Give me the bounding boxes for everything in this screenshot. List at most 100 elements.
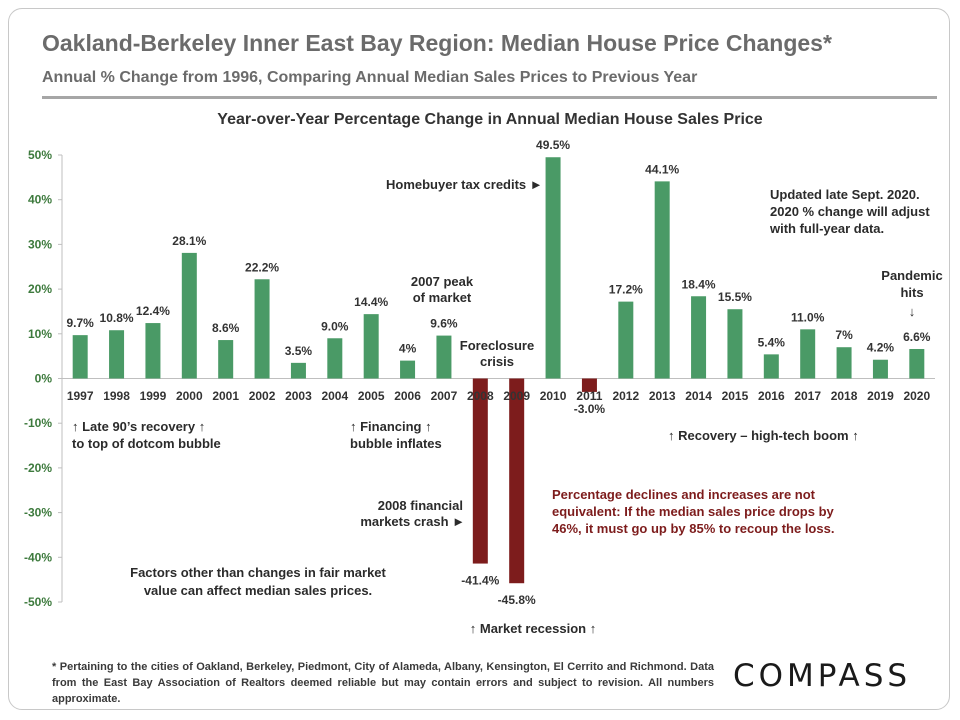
annotation-updated-2: 2020 % change will adjust xyxy=(770,204,930,219)
y-tick-label: 50% xyxy=(28,148,52,162)
footnote: * Pertaining to the cities of Oakland, B… xyxy=(52,661,714,705)
data-label-2008: -41.4% xyxy=(461,574,499,588)
annotation-late90s-2: to top of dotcom bubble xyxy=(72,436,221,451)
bar-2013 xyxy=(654,181,670,379)
y-tick-label: 40% xyxy=(28,193,52,207)
bar-2016 xyxy=(763,354,779,379)
data-label-2000: 28.1% xyxy=(172,234,206,248)
data-label-1999: 12.4% xyxy=(136,304,170,318)
data-label-2013: 44.1% xyxy=(645,162,679,176)
y-tick-label: -20% xyxy=(24,461,52,475)
annotation-financing-2: bubble inflates xyxy=(350,436,442,451)
bar-2006 xyxy=(400,360,416,379)
data-label-2009: -45.8% xyxy=(498,593,536,607)
annotation-updated-3: with full-year data. xyxy=(769,221,884,236)
bar-2008 xyxy=(472,378,488,564)
data-label-2014: 18.4% xyxy=(682,277,716,291)
annotation-taxcredit: Homebuyer tax credits ► xyxy=(386,177,543,192)
x-tick-label: 1998 xyxy=(103,389,130,403)
annotation-peak: 2007 peak xyxy=(411,274,474,289)
bar-2005 xyxy=(363,314,379,379)
x-tick-label: 2006 xyxy=(394,389,421,403)
bar-1997 xyxy=(72,335,88,379)
data-label-2006: 4% xyxy=(399,342,417,356)
y-tick-label: -40% xyxy=(24,550,52,564)
x-tick-label: 2017 xyxy=(794,389,821,403)
annotation-recovery: ↑ Recovery – high-tech boom ↑ xyxy=(668,428,859,443)
data-label-2005: 14.4% xyxy=(354,295,388,309)
x-axis: 1997 1998 1999 2000 2001 2002 2003 2004 2005 2006… xyxy=(67,389,931,403)
x-tick-label: 2000 xyxy=(176,389,203,403)
data-label-1997: 9.7% xyxy=(67,316,95,330)
x-tick-label: 2018 xyxy=(831,389,858,403)
x-tick-label: 2015 xyxy=(722,389,749,403)
x-tick-label: 2005 xyxy=(358,389,385,403)
x-tick-label: 2004 xyxy=(321,389,348,403)
y-axis: 50% 40% 30% 20% 10% 0% -10% -20% -30% -40% -50% xyxy=(24,148,62,609)
x-tick-label: 2001 xyxy=(212,389,239,403)
data-label-2017: 11.0% xyxy=(791,310,825,324)
data-label-2004: 9.0% xyxy=(321,319,349,333)
bar-2015 xyxy=(727,309,743,379)
data-labels: 9.7% 10.8%12.4% 28.1% 8.6% 22.2% 3.5% 9.0% 14.4… xyxy=(67,138,931,607)
annotation-foreclosure: Foreclosure xyxy=(460,338,534,353)
slide-frame xyxy=(8,8,950,710)
data-label-2001: 8.6% xyxy=(212,321,240,335)
data-label-1998: 10.8% xyxy=(100,311,134,325)
bar-1998 xyxy=(109,330,125,379)
compass-logo: COMPASS xyxy=(733,658,912,694)
y-tick-label: -50% xyxy=(24,595,52,609)
x-tick-label: 2019 xyxy=(867,389,894,403)
annotation-recession: ↑ Market recession ↑ xyxy=(470,621,596,636)
bar-2017 xyxy=(800,329,816,379)
bar-2002 xyxy=(254,279,270,379)
annotation-decline-2: equivalent: If the median sales price dr… xyxy=(552,504,835,519)
x-tick-label: 2011 xyxy=(576,389,602,403)
y-tick-label: 30% xyxy=(28,237,52,251)
annotation-peak-2: of market xyxy=(413,290,472,305)
bar-2004 xyxy=(327,338,343,379)
annotation-pandemic: Pandemic xyxy=(881,268,942,283)
data-label-2010: 49.5% xyxy=(536,138,570,152)
y-tick-label: -10% xyxy=(24,416,52,430)
data-label-2018: 7% xyxy=(835,328,853,342)
page-title: Oakland-Berkeley Inner East Bay Region: … xyxy=(42,30,832,56)
bar-2000 xyxy=(181,252,197,379)
x-tick-label: 1999 xyxy=(140,389,167,403)
y-tick-label: 20% xyxy=(28,282,52,296)
y-tick-label: 0% xyxy=(35,372,53,386)
annotation-decline: Percentage declines and increases are no… xyxy=(552,487,816,502)
data-label-2015: 15.5% xyxy=(718,290,752,304)
x-tick-label: 2013 xyxy=(649,389,676,403)
x-tick-label: 1997 xyxy=(67,389,94,403)
x-tick-label: 2020 xyxy=(903,389,930,403)
bar-2003 xyxy=(290,362,306,379)
annotation-crash: 2008 financial xyxy=(378,498,463,513)
data-label-2012: 17.2% xyxy=(609,283,643,297)
bar-series xyxy=(72,157,925,584)
annotation-foreclosure-2: crisis xyxy=(480,354,514,369)
annotation-factors: Factors other than changes in fair marke… xyxy=(130,565,386,580)
y-tick-label: -30% xyxy=(24,506,52,520)
bar-2018 xyxy=(836,347,852,379)
x-tick-label: 2003 xyxy=(285,389,312,403)
data-label-2016: 5.4% xyxy=(758,335,786,349)
bar-2012 xyxy=(618,301,634,379)
x-tick-label: 2007 xyxy=(431,389,458,403)
header-divider xyxy=(42,96,937,99)
annotation-factors-2: value can affect median sales prices. xyxy=(144,583,372,598)
bar-2001 xyxy=(218,340,234,379)
x-tick-label: 2010 xyxy=(540,389,567,403)
data-label-2007: 9.6% xyxy=(430,317,458,331)
y-tick-label: 10% xyxy=(28,327,52,341)
annotation-pandemic-2: hits xyxy=(900,285,923,300)
annotation-decline-3: 46%, it must go up by 85% to recoup the … xyxy=(552,521,834,536)
annotation-updated: Updated late Sept. 2020. xyxy=(770,187,920,202)
page-subtitle: Annual % Change from 1996, Comparing Ann… xyxy=(42,69,698,86)
bar-2009 xyxy=(509,378,525,584)
bar-2011 xyxy=(581,378,597,392)
bar-2010 xyxy=(545,157,561,379)
annotation-financing: ↑ Financing ↑ xyxy=(350,419,432,434)
annotations: ↑ Late 90’s recovery ↑ to top of dotcom … xyxy=(72,177,943,636)
